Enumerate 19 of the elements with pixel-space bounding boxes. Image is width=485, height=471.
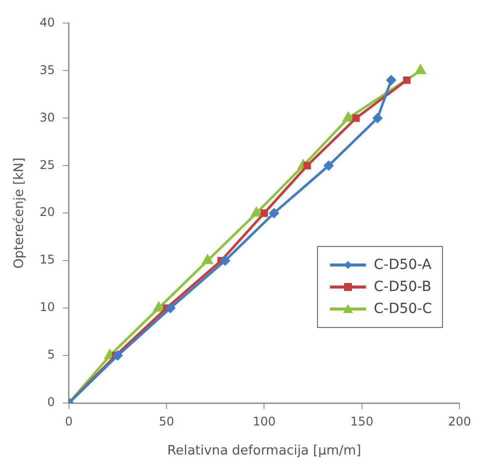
x-tick-label: 150 (350, 414, 374, 428)
legend-label: C-D50-A (374, 257, 432, 273)
y-tick-label: 30 (40, 110, 55, 124)
y-axis-title: Opterećenje [kN] (12, 158, 28, 269)
legend-label: C-D50-B (374, 279, 432, 295)
x-tick-label: 200 (448, 414, 471, 428)
y-tick-label: 15 (40, 252, 55, 267)
y-tick-label: 25 (40, 158, 55, 172)
y-tick-label: 40 (40, 15, 55, 30)
x-tick-label: 100 (252, 414, 276, 428)
y-tick-label: 5 (47, 348, 55, 362)
y-tick-label: 0 (47, 395, 55, 410)
legend-label: C-D50-C (374, 301, 432, 317)
x-axis-title: Relativna deformacija [μm/m] (167, 444, 362, 459)
x-tick-label: 50 (158, 414, 174, 428)
y-tick-label: 35 (40, 62, 55, 77)
y-tick-label: 10 (40, 300, 55, 314)
y-tick-label: 20 (40, 205, 55, 220)
x-tick-label: 0 (65, 414, 73, 428)
